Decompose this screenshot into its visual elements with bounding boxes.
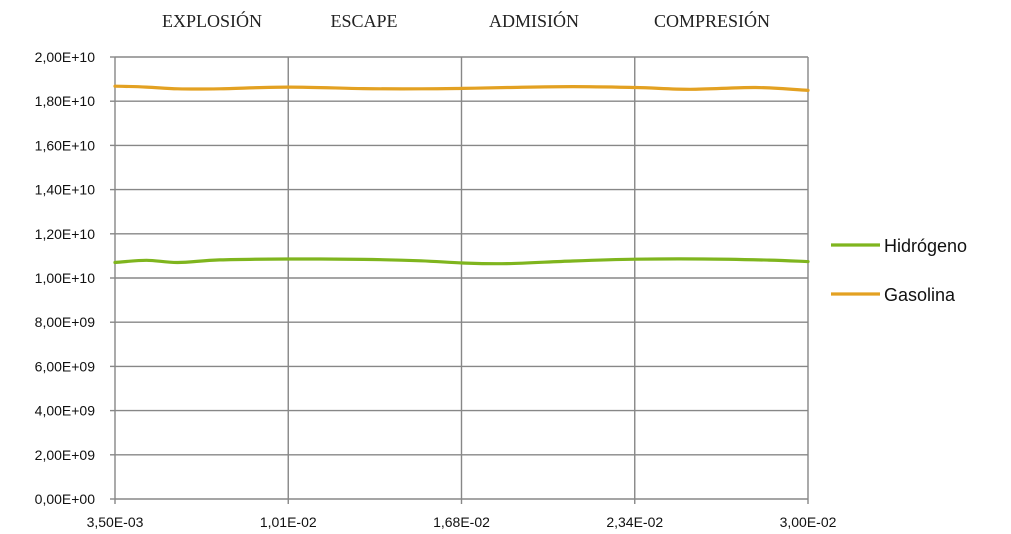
legend-label: Gasolina xyxy=(884,285,956,305)
y-tick-label: 1,40E+10 xyxy=(35,182,96,198)
x-axis-ticks: 3,50E-03 1,01E-02 1,68E-02 2,34E-02 3,00E-02 xyxy=(87,514,837,530)
x-tick-label: 3,00E-02 xyxy=(780,514,837,530)
x-tick-label: 1,01E-02 xyxy=(260,514,317,530)
series-line-gasolina xyxy=(113,84,810,92)
y-tick-label: 8,00E+09 xyxy=(35,314,96,330)
x-tick-label: 3,50E-03 xyxy=(87,514,144,530)
y-tick-label: 1,60E+10 xyxy=(35,137,96,153)
x-tick-label: 1,68E-02 xyxy=(433,514,490,530)
phase-labels: EXPLOSIÓN ESCAPE ADMISIÓN COMPRESIÓN xyxy=(162,10,770,31)
series-lines xyxy=(113,84,810,266)
phase-label: EXPLOSIÓN xyxy=(162,10,262,31)
grid xyxy=(110,56,809,504)
y-tick-label: 1,80E+10 xyxy=(35,93,96,109)
y-tick-label: 2,00E+09 xyxy=(35,447,96,463)
phase-label: ESCAPE xyxy=(330,11,397,31)
y-axis-ticks: 0,00E+00 2,00E+09 4,00E+09 6,00E+09 8,00E+09… xyxy=(35,49,96,507)
legend: Hidrógeno Gasolina xyxy=(831,236,967,305)
y-tick-label: 1,20E+10 xyxy=(35,226,96,242)
legend-label: Hidrógeno xyxy=(884,236,967,256)
series-line-hidrogeno xyxy=(113,257,810,266)
phase-label: COMPRESIÓN xyxy=(654,10,770,31)
y-tick-label: 1,00E+10 xyxy=(35,270,96,286)
phase-label: ADMISIÓN xyxy=(489,10,579,31)
y-tick-label: 4,00E+09 xyxy=(35,403,96,419)
x-tick-label: 2,34E-02 xyxy=(606,514,663,530)
y-tick-label: 2,00E+10 xyxy=(35,49,96,65)
y-tick-label: 6,00E+09 xyxy=(35,358,96,374)
y-tick-label: 0,00E+00 xyxy=(35,491,96,507)
